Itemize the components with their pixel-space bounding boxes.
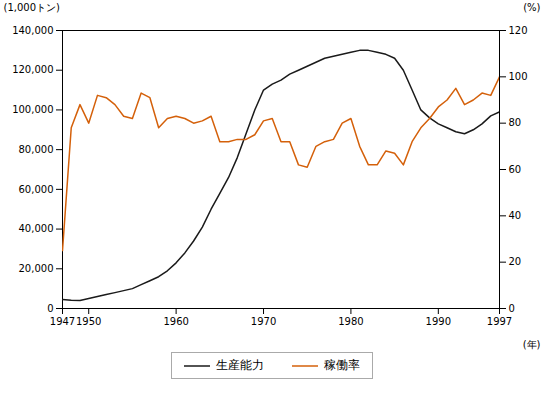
svg-text:40: 40 — [509, 210, 522, 221]
svg-text:1947: 1947 — [50, 316, 75, 327]
svg-text:120: 120 — [509, 25, 528, 36]
svg-text:0: 0 — [47, 303, 53, 314]
svg-text:60,000: 60,000 — [19, 184, 54, 195]
svg-text:1950: 1950 — [76, 316, 101, 327]
svg-text:(1,000トン): (1,000トン) — [4, 2, 61, 13]
svg-text:1990: 1990 — [426, 316, 451, 327]
svg-text:140,000: 140,000 — [12, 25, 53, 36]
svg-text:20: 20 — [509, 256, 522, 267]
html-text:稼働率: 稼働率 — [323, 358, 360, 372]
svg-text:1970: 1970 — [251, 316, 276, 327]
svg-text:(年): (年) — [523, 339, 541, 350]
svg-text:20,000: 20,000 — [19, 263, 54, 274]
svg-text:1960: 1960 — [163, 316, 188, 327]
html-text:生産能力: 生産能力 — [215, 358, 264, 372]
svg-text:100,000: 100,000 — [12, 104, 53, 115]
svg-text:1997: 1997 — [487, 316, 512, 327]
svg-text:(%): (%) — [523, 2, 540, 13]
svg-text:80,000: 80,000 — [19, 144, 54, 155]
svg-text:40,000: 40,000 — [19, 223, 54, 234]
svg-text:1980: 1980 — [338, 316, 363, 327]
svg-text:80: 80 — [509, 117, 522, 128]
svg-text:0: 0 — [509, 303, 515, 314]
svg-text:100: 100 — [509, 71, 528, 82]
svg-text:120,000: 120,000 — [12, 64, 53, 75]
svg-text:60: 60 — [509, 164, 522, 175]
